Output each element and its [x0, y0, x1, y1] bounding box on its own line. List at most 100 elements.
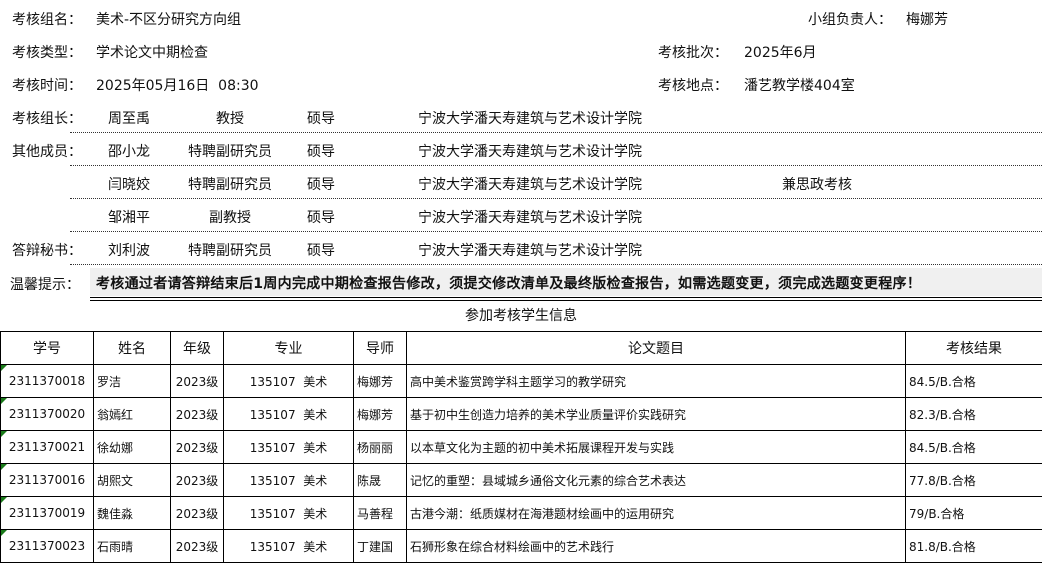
thesis-title-cell[interactable]: 以本草文化为主题的初中美术拓展课程开发与实践	[407, 431, 906, 464]
major-cell[interactable]: 135107 美术	[224, 431, 354, 464]
committee-unit: 宁波大学潘天寿建筑与艺术设计学院	[418, 141, 642, 161]
committee-title: 特聘副研究员	[170, 240, 290, 260]
committee-unit: 宁波大学潘天寿建筑与艺术设计学院	[418, 108, 642, 128]
student-id-cell[interactable]: 2311370018	[1, 365, 94, 398]
group-value: 美术-不区分研究方向组	[96, 9, 241, 29]
major-cell[interactable]: 135107 美术	[224, 497, 354, 530]
student-name-cell[interactable]: 石雨晴	[94, 530, 171, 563]
committee-supervisor: 硕导	[307, 240, 335, 260]
committee-row: 答辩秘书： 刘利波特聘副研究员硕导 宁波大学潘天寿建筑与艺术设计学院	[0, 232, 1042, 265]
committee-name: 邹湘平	[108, 207, 150, 227]
place-value: 潘艺教学楼404室	[744, 75, 855, 95]
result-cell[interactable]: 81.8/B.合格	[906, 530, 1042, 563]
time-value: 2025年05月16日 08:30	[96, 75, 259, 95]
student-name-cell[interactable]: 罗洁	[94, 365, 171, 398]
committee-row: 邹湘平副教授硕导 宁波大学潘天寿建筑与艺术设计学院	[0, 199, 1042, 232]
student-id-cell[interactable]: 2311370021	[1, 431, 94, 464]
column-header: 姓名	[94, 332, 171, 365]
committee-role: 考核组长：	[12, 108, 82, 128]
committee-name: 刘利波	[108, 240, 150, 260]
major-cell[interactable]: 135107 美术	[224, 365, 354, 398]
grade-cell[interactable]: 2023级	[171, 365, 224, 398]
dotted-divider	[70, 264, 1042, 265]
major-cell[interactable]: 135107 美术	[224, 398, 354, 431]
committee-row: 其他成员：邵小龙特聘副研究员硕导宁波大学潘天寿建筑与艺术设计学院	[0, 133, 1042, 166]
committee-name: 闫晓姣	[108, 174, 150, 194]
student-id-cell[interactable]: 2311370023	[1, 530, 94, 563]
leader-label: 小组负责人：	[808, 9, 892, 29]
advisor-cell[interactable]: 丁建国	[354, 530, 407, 563]
grade-cell[interactable]: 2023级	[171, 464, 224, 497]
result-cell[interactable]: 84.5/B.合格	[906, 431, 1042, 464]
batch-label: 考核批次：	[658, 42, 728, 62]
grade-cell[interactable]: 2023级	[171, 398, 224, 431]
advisor-cell[interactable]: 马善程	[354, 497, 407, 530]
tip-text: 考核通过者请答辩结束后1周内完成中期检查报告修改，须提交修改清单及最终版检查报告…	[90, 268, 1042, 296]
committee-note: 兼思政考核	[782, 174, 852, 194]
committee-name: 周至禹	[108, 108, 150, 128]
committee-title: 特聘副研究员	[170, 141, 290, 161]
batch-value: 2025年6月	[744, 42, 817, 62]
committee-name: 邵小龙	[108, 141, 150, 161]
column-header: 年级	[171, 332, 224, 365]
student-name-cell[interactable]: 翁嫣红	[94, 398, 171, 431]
thesis-title-cell[interactable]: 记忆的重塑：县域城乡通俗文化元素的综合艺术表达	[407, 464, 906, 497]
type-label: 考核类型：	[12, 42, 82, 62]
committee-supervisor: 硕导	[307, 207, 335, 227]
committee-role: 其他成员：	[12, 141, 82, 161]
column-header: 学号	[1, 332, 94, 365]
committee-title: 副教授	[170, 207, 290, 227]
table-title: 参加考核学生信息	[0, 305, 1042, 325]
advisor-cell[interactable]: 梅娜芳	[354, 398, 407, 431]
committee-row: 闫晓姣特聘副研究员硕导 宁波大学潘天寿建筑与艺术设计学院 兼思政考核	[0, 166, 1042, 199]
grade-cell[interactable]: 2023级	[171, 497, 224, 530]
student-name-cell[interactable]: 魏佳淼	[94, 497, 171, 530]
leader-value: 梅娜芳	[906, 9, 948, 29]
result-cell[interactable]: 82.3/B.合格	[906, 398, 1042, 431]
tip-label: 温馨提示：	[10, 274, 80, 294]
type-value: 学术论文中期检查	[96, 42, 208, 62]
committee-supervisor: 硕导	[307, 108, 335, 128]
result-cell[interactable]: 79/B.合格	[906, 497, 1042, 530]
committee-unit: 宁波大学潘天寿建筑与艺术设计学院	[418, 174, 642, 194]
committee-supervisor: 硕导	[307, 174, 335, 194]
major-cell[interactable]: 135107 美术	[224, 464, 354, 497]
result-cell[interactable]: 84.5/B.合格	[906, 365, 1042, 398]
advisor-cell[interactable]: 梅娜芳	[354, 365, 407, 398]
thesis-title-cell[interactable]: 石狮形象在综合材料绘画中的艺术践行	[407, 530, 906, 563]
student-name-cell[interactable]: 胡熙文	[94, 464, 171, 497]
committee-role: 答辩秘书：	[12, 240, 82, 260]
committee-unit: 宁波大学潘天寿建筑与艺术设计学院	[418, 240, 642, 260]
thesis-title-cell[interactable]: 高中美术鉴赏跨学科主题学习的教学研究	[407, 365, 906, 398]
committee-title: 教授	[170, 108, 290, 128]
double-divider	[90, 297, 1042, 301]
thesis-title-cell[interactable]: 基于初中生创造力培养的美术学业质量评价实践研究	[407, 398, 906, 431]
committee-title: 特聘副研究员	[170, 174, 290, 194]
student-id-cell[interactable]: 2311370019	[1, 497, 94, 530]
group-label: 考核组名：	[12, 9, 82, 29]
table-header-row: 学号姓名年级专业导师论文题目考核结果	[1, 332, 1042, 365]
result-cell[interactable]: 77.8/B.合格	[906, 464, 1042, 497]
column-header: 导师	[354, 332, 407, 365]
committee-unit: 宁波大学潘天寿建筑与艺术设计学院	[418, 207, 642, 227]
student-name-cell[interactable]: 徐幼娜	[94, 431, 171, 464]
column-header: 考核结果	[906, 332, 1042, 365]
student-id-cell[interactable]: 2311370020	[1, 398, 94, 431]
time-label: 考核时间：	[12, 75, 82, 95]
place-label: 考核地点：	[658, 75, 728, 95]
advisor-cell[interactable]: 杨丽丽	[354, 431, 407, 464]
major-cell[interactable]: 135107 美术	[224, 530, 354, 563]
column-header: 论文题目	[407, 332, 906, 365]
thesis-title-cell[interactable]: 古港今潮：纸质媒材在海港题材绘画中的运用研究	[407, 497, 906, 530]
advisor-cell[interactable]: 陈晟	[354, 464, 407, 497]
grade-cell[interactable]: 2023级	[171, 530, 224, 563]
grade-cell[interactable]: 2023级	[171, 431, 224, 464]
student-id-cell[interactable]: 2311370016	[1, 464, 94, 497]
